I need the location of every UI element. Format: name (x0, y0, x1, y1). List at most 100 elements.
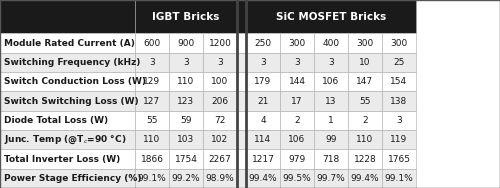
Bar (246, 91, 280, 111)
Bar (203, 149, 237, 169)
Bar (348, 149, 382, 169)
Text: 21: 21 (258, 97, 268, 106)
Bar (237, 53, 246, 72)
Bar (280, 111, 314, 130)
Bar (246, 0, 416, 33)
Text: 3: 3 (294, 58, 300, 67)
Text: 3: 3 (396, 116, 402, 125)
Bar (169, 130, 203, 149)
Bar (135, 72, 169, 91)
Text: 3: 3 (149, 58, 155, 67)
Text: 99.4%: 99.4% (248, 174, 278, 183)
Bar (280, 130, 314, 149)
Bar (169, 169, 203, 188)
Bar (0, 33, 135, 53)
Bar (246, 149, 280, 169)
Bar (314, 53, 348, 72)
Bar (169, 111, 203, 130)
Text: 1228: 1228 (354, 155, 376, 164)
Bar (314, 111, 348, 130)
Bar (135, 33, 169, 53)
Bar (169, 72, 203, 91)
Text: 600: 600 (144, 39, 160, 48)
Text: SiC MOSFET Bricks: SiC MOSFET Bricks (276, 12, 386, 22)
Bar (348, 72, 382, 91)
Bar (0, 130, 135, 149)
Text: 10: 10 (360, 58, 371, 67)
Text: 1765: 1765 (388, 155, 410, 164)
Bar (237, 149, 246, 169)
Bar (382, 169, 416, 188)
Bar (246, 111, 280, 130)
Text: 110: 110 (144, 135, 160, 144)
Bar (348, 33, 382, 53)
Bar (0, 149, 135, 169)
Bar (348, 169, 382, 188)
Bar (237, 0, 246, 33)
Text: 103: 103 (178, 135, 194, 144)
Bar (0, 169, 135, 188)
Bar (135, 0, 237, 33)
Text: IGBT Bricks: IGBT Bricks (152, 12, 220, 22)
Bar (169, 91, 203, 111)
Text: 99.4%: 99.4% (350, 174, 380, 183)
Text: 99.7%: 99.7% (316, 174, 346, 183)
Bar (382, 130, 416, 149)
Bar (0, 91, 135, 111)
Text: 144: 144 (288, 77, 306, 86)
Text: 400: 400 (322, 39, 340, 48)
Text: 114: 114 (254, 135, 272, 144)
Text: 99.1%: 99.1% (384, 174, 414, 183)
Text: Switching Frequency (kHz): Switching Frequency (kHz) (4, 58, 140, 67)
Bar (246, 53, 280, 72)
Text: Switch Conduction Loss (W): Switch Conduction Loss (W) (4, 77, 146, 86)
Bar (237, 33, 246, 53)
Bar (382, 149, 416, 169)
Text: 127: 127 (144, 97, 160, 106)
Bar (382, 33, 416, 53)
Text: Power Stage Efficiency (%): Power Stage Efficiency (%) (4, 174, 141, 183)
Bar (203, 111, 237, 130)
Bar (382, 53, 416, 72)
Bar (314, 169, 348, 188)
Text: Switch Switching Loss (W): Switch Switching Loss (W) (4, 97, 138, 106)
Bar (314, 130, 348, 149)
Text: 17: 17 (292, 97, 303, 106)
Text: 3: 3 (328, 58, 334, 67)
Text: 110: 110 (178, 77, 194, 86)
Bar (382, 111, 416, 130)
Text: 59: 59 (180, 116, 192, 125)
Text: 106: 106 (322, 77, 340, 86)
Text: 123: 123 (178, 97, 194, 106)
Bar (203, 72, 237, 91)
Bar (314, 33, 348, 53)
Bar (280, 169, 314, 188)
Text: 2267: 2267 (208, 155, 232, 164)
Text: 4: 4 (260, 116, 266, 125)
Bar (0, 72, 135, 91)
Text: Diode Total Loss (W): Diode Total Loss (W) (4, 116, 108, 125)
Bar (203, 130, 237, 149)
Text: 1: 1 (328, 116, 334, 125)
Text: 110: 110 (356, 135, 374, 144)
Text: 25: 25 (394, 58, 404, 67)
Text: 99: 99 (326, 135, 337, 144)
Text: 300: 300 (356, 39, 374, 48)
Bar (246, 169, 280, 188)
Bar (348, 91, 382, 111)
Bar (246, 72, 280, 91)
Bar (203, 53, 237, 72)
Text: 718: 718 (322, 155, 340, 164)
Bar (169, 149, 203, 169)
Text: 99.2%: 99.2% (172, 174, 200, 183)
Text: Total Inverter Loss (W): Total Inverter Loss (W) (4, 155, 120, 164)
Text: 72: 72 (214, 116, 226, 125)
Bar (246, 130, 280, 149)
Bar (135, 169, 169, 188)
Bar (246, 33, 280, 53)
Bar (314, 149, 348, 169)
Bar (237, 91, 246, 111)
Bar (0, 53, 135, 72)
Text: 154: 154 (390, 77, 407, 86)
Text: 250: 250 (254, 39, 272, 48)
